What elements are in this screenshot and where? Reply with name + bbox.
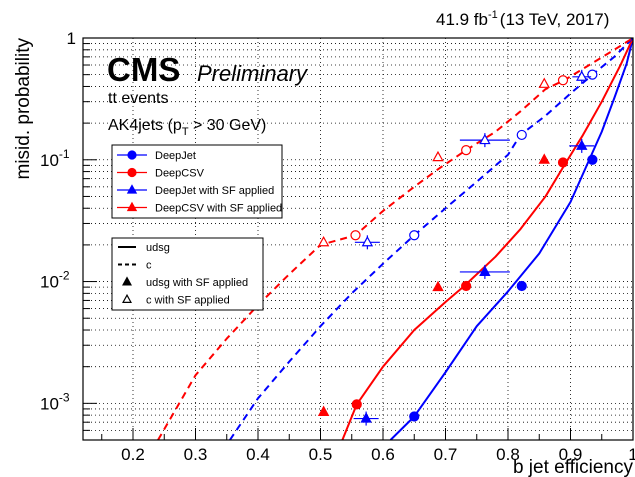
- point-deepjet-udsg: [516, 280, 527, 292]
- axis-ticks: 0.2 0.3 0.4 0.5 0.6 0.7 0.8 0.9 110-310-210-11: [40, 29, 635, 464]
- y-tick-label: 10-3: [40, 390, 70, 413]
- legend-marker: [122, 276, 132, 286]
- cms-label: CMS: [107, 51, 180, 88]
- legend-label: udsg with SF applied: [146, 277, 248, 289]
- x-tick-label: 0.2: [121, 445, 145, 464]
- y-tick-exponent: -1: [59, 147, 70, 161]
- data-points: [317, 69, 598, 426]
- lumi-label: 41.9 fb-1 (13 TeV, 2017): [436, 9, 609, 29]
- jets-prefix: AK4jets (p: [108, 117, 182, 134]
- point-deepcsv-udsg: [351, 399, 362, 410]
- point-deepjet-with-sf-applied-udsg: [360, 412, 372, 423]
- legend-marker: [122, 293, 132, 303]
- x-tick-label: 0.4: [246, 445, 270, 464]
- point-deepcsv-c: [461, 145, 472, 156]
- curves: [157, 38, 633, 440]
- legend-marker: [126, 184, 138, 194]
- point-deepcsv-with-sf-applied-udsg: [538, 153, 550, 164]
- point-deepjet-with-sf-applied-udsg: [479, 265, 491, 276]
- point-deepjet-c: [587, 69, 598, 80]
- point-deepcsv-udsg: [557, 157, 569, 168]
- curve-deepcsv-c: [157, 38, 633, 440]
- y-tick-base: 10: [40, 394, 59, 413]
- curve-deepcsv-udsg: [341, 38, 633, 440]
- point-deepjet-with-sf-applied-c: [576, 70, 588, 81]
- legend-label: DeepJet with SF applied: [155, 185, 274, 197]
- point-deepcsv-with-sf-applied-c: [432, 150, 444, 162]
- legend-flavours: udsg c udsg with SF applied c with SF appli…: [111, 237, 264, 311]
- jets-subscript: T: [182, 126, 189, 138]
- y-axis-title: misid. probability: [13, 38, 34, 180]
- legend-label: DeepCSV with SF applied: [155, 203, 282, 215]
- legend-label: c: [146, 260, 152, 272]
- y-tick-exponent: -3: [59, 390, 70, 404]
- y-tick-base: 10: [40, 151, 59, 170]
- point-deepcsv-with-sf-applied-udsg: [317, 405, 330, 416]
- point-deepcsv-with-sf-applied-c: [538, 77, 550, 88]
- point-deepjet-udsg: [587, 154, 598, 165]
- point-deepcsv-c: [350, 230, 361, 241]
- x-tick-label: 0.6: [371, 445, 395, 464]
- energy-label: (13 TeV, 2017): [500, 10, 610, 29]
- lumi-value: 41.9 fb: [436, 10, 488, 29]
- point-deepjet-with-sf-applied-udsg: [576, 139, 588, 150]
- y-tick-base: 10: [40, 273, 59, 292]
- curve-deepjet-udsg: [389, 38, 633, 440]
- plot-frame: [82, 37, 634, 441]
- y-tick-label: 10-1: [40, 147, 70, 170]
- sample-label: tt events: [108, 90, 168, 107]
- legend-marker: [127, 150, 137, 160]
- legend-algorithms-box: [111, 144, 283, 219]
- jets-suffix: > 30 GeV): [189, 117, 267, 134]
- x-axis-title: b jet efficiency: [513, 457, 634, 477]
- legend-algorithms: DeepJet DeepCSV DeepJet with SF applied Dee…: [111, 144, 283, 219]
- legend-label: DeepJet: [155, 150, 196, 162]
- legend-marker: [127, 167, 137, 178]
- x-tick-label: 0.9: [559, 445, 583, 464]
- curve-deepjet-c: [229, 38, 633, 440]
- x-tick-label: 0.3: [184, 445, 208, 464]
- y-tick-label: 10-2: [40, 269, 70, 292]
- y-tick-exponent: -2: [59, 269, 70, 283]
- legend-marker: [126, 201, 138, 212]
- point-deepcsv-udsg: [461, 280, 472, 292]
- point-deepjet-with-sf-applied-c: [479, 133, 491, 145]
- legend-label: DeepCSV: [155, 168, 205, 180]
- point-deepcsv-c: [557, 75, 569, 86]
- y-tick-label: 1: [67, 29, 76, 48]
- x-tick-label: 0.8: [496, 445, 520, 464]
- lumi-exponent: -1: [488, 9, 498, 21]
- legend-label: udsg: [146, 242, 170, 254]
- point-deepcsv-with-sf-applied-udsg: [432, 280, 444, 292]
- point-deepjet-c: [409, 230, 420, 241]
- x-tick-label: 1: [628, 445, 635, 464]
- x-tick-label: 0.7: [434, 445, 458, 464]
- preliminary-label: Preliminary: [197, 61, 309, 86]
- jets-label: AK4jets (pT > 30 GeV): [108, 117, 266, 138]
- point-deepjet-c: [516, 129, 527, 141]
- legend-label: c with SF applied: [146, 295, 230, 307]
- point-deepjet-udsg: [409, 411, 420, 422]
- point-deepjet-with-sf-applied-c: [361, 235, 374, 247]
- legend-flavours-box: [111, 237, 264, 311]
- x-tick-label: 0.5: [309, 445, 333, 464]
- point-deepcsv-with-sf-applied-c: [317, 235, 330, 247]
